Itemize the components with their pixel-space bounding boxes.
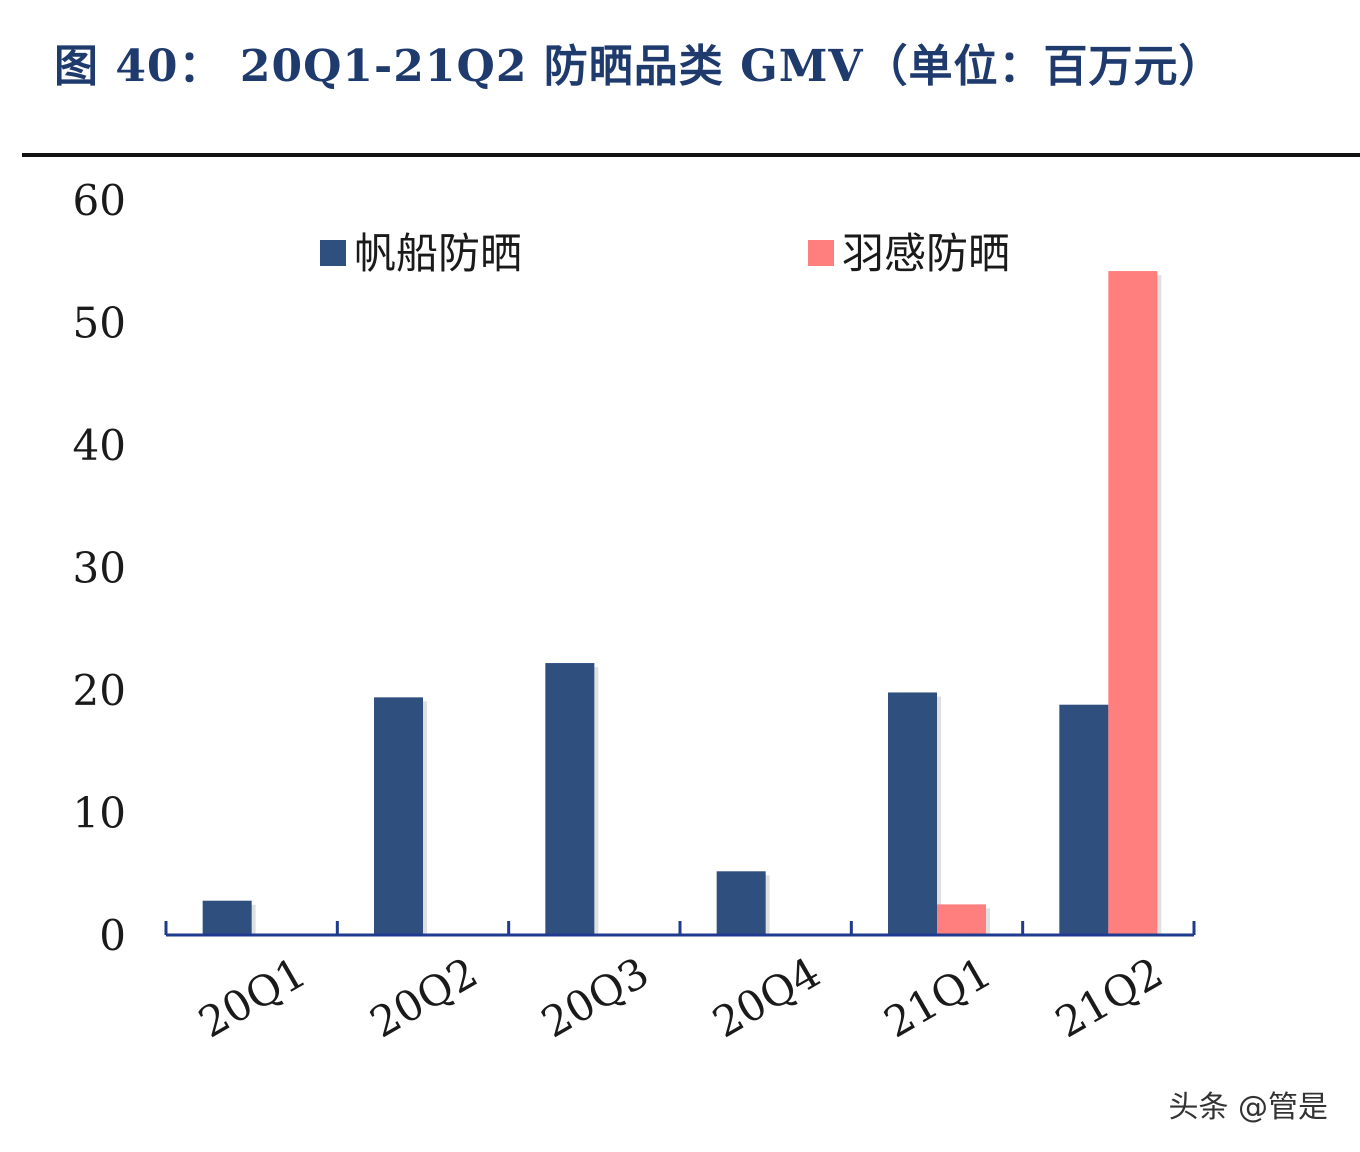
y-tick-label: 50	[73, 299, 126, 348]
bar-series-1-21Q2	[1059, 704, 1109, 935]
y-tick-label: 60	[73, 176, 126, 225]
y-axis-tick-labels: 0 10 20 30 40 50 60	[73, 176, 126, 960]
x-tick-label: 20Q1	[191, 948, 315, 1048]
bar-series-1-20Q4	[716, 871, 766, 935]
x-tick-label: 20Q2	[362, 948, 486, 1048]
y-tick-label: 40	[73, 421, 126, 470]
x-axis	[164, 921, 1196, 937]
bars	[202, 271, 1162, 935]
x-axis-tick-labels: 20Q1 20Q2 20Q3 20Q4 21Q1 21Q2	[191, 948, 1171, 1048]
bar-series-1-20Q3	[545, 663, 595, 935]
bar-series-1-20Q1	[202, 900, 252, 935]
bar-series-1-21Q1	[888, 692, 937, 935]
y-tick-label: 0	[99, 911, 126, 960]
legend-swatch-1	[320, 240, 346, 266]
legend-label-2: 羽感防晒	[842, 229, 1010, 278]
y-tick-label: 20	[73, 666, 126, 715]
watermark-text: 头条 @管是	[1168, 1090, 1328, 1125]
x-tick-label: 21Q2	[1047, 948, 1171, 1048]
bar-series-2-21Q1	[937, 904, 986, 935]
legend-swatch-2	[808, 240, 834, 266]
bar-series-1-20Q2	[374, 697, 423, 935]
title-divider	[22, 153, 1360, 157]
x-tick-label: 20Q4	[705, 948, 829, 1048]
bar-series-2-21Q2	[1108, 271, 1158, 935]
figure-title: 图 40： 20Q1-21Q2 防晒品类 GMV（单位：百万元）	[54, 41, 1224, 92]
y-tick-label: 30	[73, 544, 126, 593]
x-tick-label: 21Q1	[876, 948, 1000, 1048]
legend-label-1: 帆船防晒	[354, 229, 522, 278]
x-tick-label: 20Q3	[533, 948, 657, 1048]
y-tick-label: 10	[73, 789, 126, 838]
legend: 帆船防晒 羽感防晒	[320, 229, 1010, 278]
